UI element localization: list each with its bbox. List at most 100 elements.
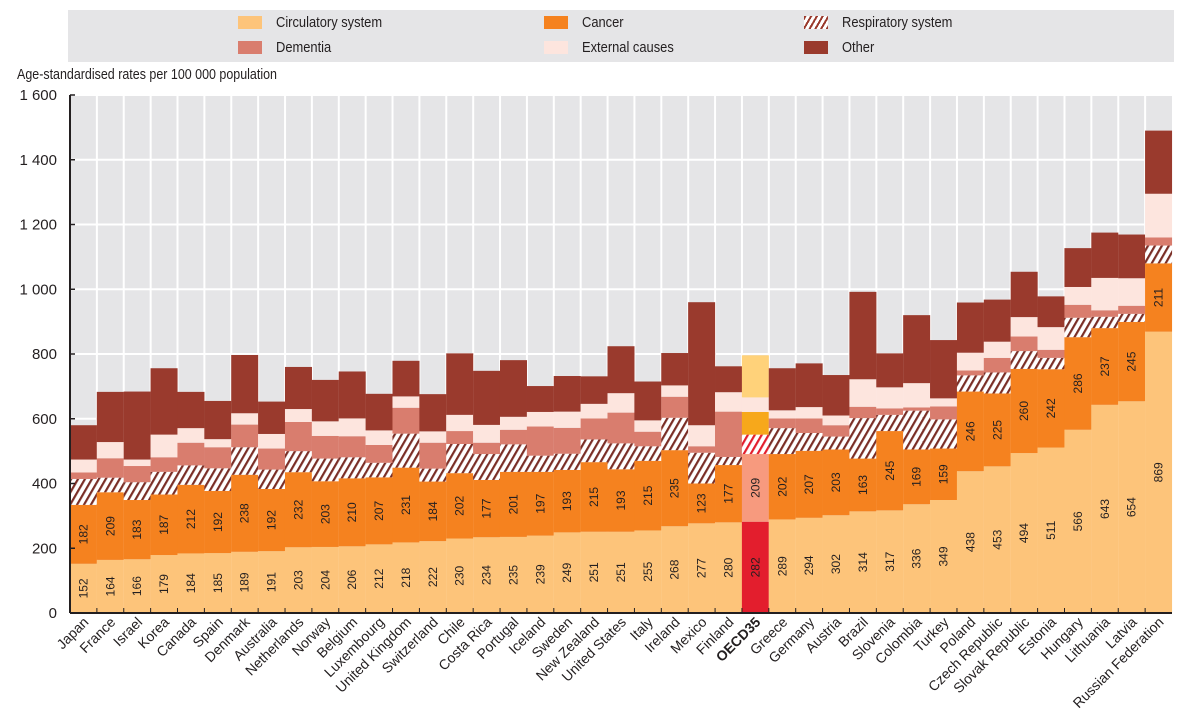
bar-segment-external-causes [177, 428, 205, 443]
bar-segment-external-causes [1118, 278, 1146, 306]
bar-segment-external-causes [1091, 277, 1119, 311]
bar-segment-dementia [473, 442, 501, 455]
bar-segment-respiratory-system [499, 444, 527, 472]
bar-segment-cancer [446, 473, 474, 539]
bar-stack-costa-rica: 234 177 [473, 370, 501, 613]
bar-segment-circulatory-system [876, 510, 904, 613]
bar-segment-cancer [741, 454, 769, 522]
data-label: 231 [399, 495, 413, 515]
data-label: 163 [856, 475, 870, 495]
data-label: 184 [426, 501, 440, 521]
bar-segment-circulatory-system [903, 504, 931, 613]
data-label: 207 [802, 474, 816, 494]
bar-segment-dementia [580, 418, 608, 440]
y-tick-label: 600 [32, 411, 57, 428]
bar-segment-other [446, 353, 474, 415]
data-label: 238 [238, 503, 252, 523]
bar-segment-circulatory-system [607, 531, 635, 613]
bar-segment-other [903, 315, 931, 384]
bar-segment-respiratory-system [876, 414, 904, 432]
bar-segment-respiratory-system [768, 428, 796, 455]
bar-segment-respiratory-system [150, 471, 178, 495]
bars: 152 182 164 209 166 183 179 187 184 212 185 192 189 2… [69, 130, 1173, 613]
data-label: 203 [291, 570, 305, 590]
legend-label: Circulatory system [276, 14, 383, 31]
bar-segment-cancer [1091, 328, 1119, 405]
bar-segment-respiratory-system [526, 455, 554, 472]
legend-item-external: External causes [544, 39, 689, 56]
bar-segment-respiratory-system [311, 458, 339, 482]
bar-segment-circulatory-system [526, 535, 554, 613]
bar-segment-cancer [284, 472, 312, 548]
bar-segment-cancer [876, 431, 904, 511]
data-label: 869 [1152, 462, 1166, 482]
bar-segment-respiratory-system [365, 462, 393, 478]
bar-segment-respiratory-system [607, 443, 635, 470]
bar-segment-other [204, 400, 232, 440]
bar-segment-other [580, 376, 608, 404]
bar-segment-respiratory-system [1064, 317, 1092, 338]
bar-segment-circulatory-system [338, 546, 366, 613]
bar-stack-united-states: 251 193 [607, 346, 635, 613]
bar-segment-respiratory-system [795, 432, 823, 451]
bar-segment-respiratory-system [1145, 245, 1173, 264]
bar-segment-circulatory-system [1010, 453, 1038, 613]
bar-segment-dementia [1118, 305, 1146, 314]
data-label: 202 [775, 476, 789, 496]
bar-segment-respiratory-system [1091, 316, 1119, 329]
bar-segment-other [715, 366, 743, 393]
bar-segment-other [607, 346, 635, 394]
data-label: 211 [1152, 288, 1166, 307]
bar-stack-slovenia: 317 245 [876, 353, 904, 613]
data-label: 234 [480, 565, 494, 585]
bar-segment-cancer [123, 500, 151, 560]
bar-segment-respiratory-system [849, 418, 877, 459]
bar-stack-switzerland: 222 184 [419, 394, 447, 613]
bar-stack-russian-federation: 869 211 [1145, 130, 1173, 613]
bar-segment-cancer [553, 469, 581, 533]
legend-label: Other [842, 39, 875, 56]
data-label: 210 [345, 502, 359, 522]
data-label: 215 [587, 487, 601, 507]
bar-segment-other [365, 393, 393, 431]
legend-label: Respiratory system [842, 14, 953, 31]
data-label: 185 [211, 573, 225, 593]
data-label: 314 [856, 552, 870, 572]
bar-segment-respiratory-system [177, 465, 205, 485]
bar-segment-external-causes [1145, 193, 1173, 238]
bar-segment-circulatory-system [795, 517, 823, 613]
y-tick-label: 800 [32, 346, 57, 363]
bar-segment-other [930, 340, 958, 399]
y-tick-label: 200 [32, 540, 57, 557]
data-label: 189 [238, 572, 252, 592]
bar-stack-australia: 191 192 [258, 401, 286, 613]
data-label: 212 [372, 568, 386, 588]
data-label: 643 [1098, 499, 1112, 519]
bar-segment-external-causes [661, 385, 689, 397]
bar-segment-external-causes [446, 414, 474, 432]
bar-segment-circulatory-system [715, 522, 743, 613]
bar-stack-germany: 294 207 [795, 363, 823, 613]
bar-stack-finland: 280 177 [715, 366, 743, 613]
bar-segment-dementia [446, 431, 474, 445]
bar-segment-other [1118, 234, 1146, 279]
bar-segment-circulatory-system [473, 537, 501, 613]
bar-segment-external-causes [715, 392, 743, 412]
bar-segment-respiratory-system [1037, 357, 1065, 370]
data-label: 212 [184, 509, 198, 529]
bar-segment-external-causes [204, 439, 232, 448]
bar-segment-dementia [526, 426, 554, 456]
data-label: 187 [157, 514, 171, 534]
bar-segment-cancer [526, 471, 554, 536]
bar-segment-other [983, 299, 1011, 342]
bar-segment-circulatory-system [69, 563, 97, 613]
bar-segment-other [1145, 130, 1173, 194]
bar-segment-external-causes [311, 421, 339, 436]
data-label: 245 [883, 460, 897, 480]
bar-segment-respiratory-system [956, 375, 984, 392]
bar-segment-circulatory-system [177, 553, 205, 613]
bar-segment-dementia [1010, 336, 1038, 352]
bar-segment-external-causes [338, 418, 366, 437]
bar-segment-other [526, 386, 554, 412]
data-label: 193 [614, 490, 628, 510]
